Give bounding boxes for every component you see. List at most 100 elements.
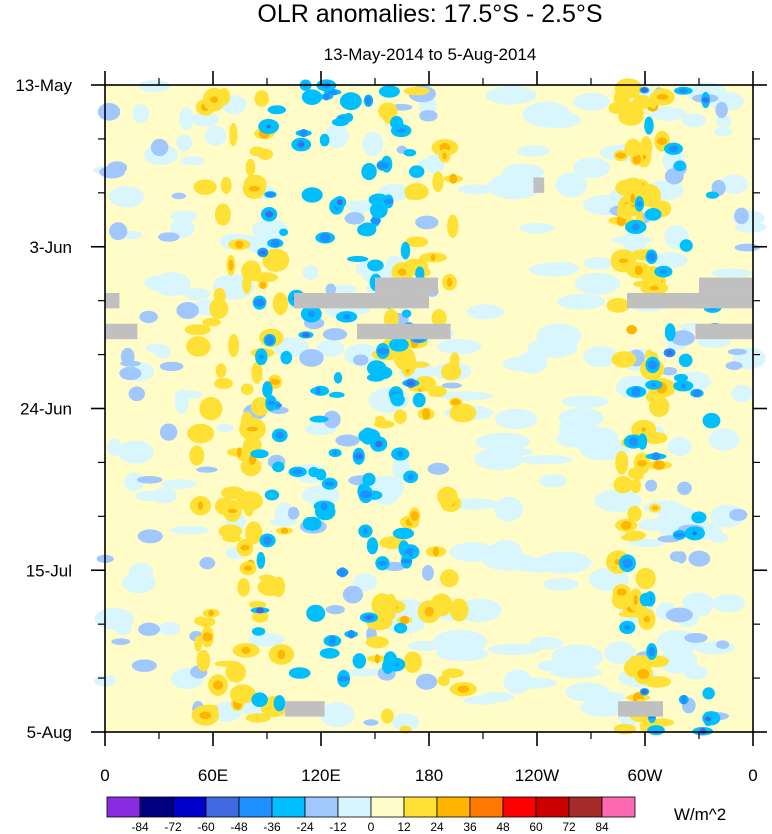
contour-blob xyxy=(522,101,571,128)
contour-blob xyxy=(637,433,648,450)
contour-blob xyxy=(422,408,431,420)
contour-blob xyxy=(319,702,355,728)
contour-blob xyxy=(487,173,542,200)
contour-blob xyxy=(323,410,341,429)
contour-blob xyxy=(362,472,376,486)
contour-blob xyxy=(245,158,256,177)
contour-blob xyxy=(332,284,357,294)
contour-blob xyxy=(388,338,409,352)
contour-blob xyxy=(227,508,238,513)
contour-blob xyxy=(251,627,266,636)
contour-blob xyxy=(241,260,262,282)
y-tick-label: 13-May xyxy=(15,76,72,95)
contour-blob xyxy=(196,649,211,672)
contour-blob xyxy=(715,115,732,128)
contour-blob xyxy=(159,361,184,372)
colorbar-swatch xyxy=(370,796,405,818)
contour-blob xyxy=(170,218,195,239)
contour-blob xyxy=(437,338,482,355)
contour-blob xyxy=(272,292,289,316)
contour-blob xyxy=(319,647,340,659)
contour-blob xyxy=(299,348,324,367)
contour-blob xyxy=(427,385,447,398)
contour-blob xyxy=(638,518,668,531)
contour-blob xyxy=(213,680,224,690)
contour-blob xyxy=(245,713,271,723)
contour-blob xyxy=(199,711,212,720)
missing-data-box xyxy=(618,701,663,717)
contour-blob xyxy=(503,669,533,694)
contour-blob xyxy=(266,400,276,406)
contour-blob xyxy=(702,687,715,700)
contour-blob xyxy=(389,115,404,130)
contour-blob xyxy=(651,505,659,511)
contour-blob xyxy=(342,585,364,604)
contour-blob xyxy=(332,450,338,456)
contour-blob xyxy=(323,92,330,101)
contour-blob xyxy=(331,118,349,127)
contour-blob xyxy=(449,403,477,423)
contour-blob xyxy=(400,559,413,564)
contour-blob xyxy=(191,111,219,127)
contour-blob xyxy=(614,482,636,492)
contour-blob xyxy=(623,177,643,192)
contour-blob xyxy=(639,592,652,607)
contour-blob xyxy=(307,310,315,318)
contour-blob xyxy=(611,351,637,368)
contour-blob xyxy=(338,675,350,682)
contour-blob xyxy=(647,252,656,262)
contour-blob xyxy=(417,159,434,169)
contour-blob xyxy=(329,391,345,398)
contour-blob xyxy=(641,427,647,432)
colorbar-swatch xyxy=(568,796,603,818)
contour-blob xyxy=(688,550,711,567)
contour-blob xyxy=(256,551,266,569)
contour-blob xyxy=(729,508,748,521)
contour-blob xyxy=(393,409,407,424)
contour-blob xyxy=(475,432,531,452)
contour-blob xyxy=(401,309,412,318)
contour-blob xyxy=(404,236,429,248)
contour-blob xyxy=(665,506,699,530)
contour-blob xyxy=(365,636,389,649)
contour-blob xyxy=(645,479,658,492)
contour-blob xyxy=(630,478,641,494)
contour-blob xyxy=(241,646,251,655)
colorbar-label: 72 xyxy=(562,820,576,834)
contour-blob xyxy=(624,138,642,157)
contour-blob xyxy=(558,407,604,429)
contour-blob xyxy=(640,87,648,93)
colorbar-swatch xyxy=(535,796,570,818)
contour-blob xyxy=(529,636,563,650)
contour-blob xyxy=(376,441,382,447)
contour-blob xyxy=(633,280,650,288)
missing-data-box xyxy=(533,177,545,193)
contour-blob xyxy=(622,558,633,569)
contour-blob xyxy=(390,393,405,407)
contour-blob xyxy=(666,350,673,356)
contour-blob xyxy=(99,165,125,179)
contour-blob xyxy=(324,481,335,486)
contour-blob xyxy=(621,520,632,530)
contour-blob xyxy=(269,378,281,385)
contour-blob xyxy=(280,350,293,365)
colorbar-label: 48 xyxy=(496,820,510,834)
contour-blob xyxy=(669,438,689,455)
contour-blob xyxy=(353,573,378,591)
contour-blob xyxy=(713,127,733,137)
contour-blob xyxy=(136,475,163,484)
contour-blob xyxy=(668,145,679,153)
contour-blob xyxy=(615,450,629,475)
contour-blob xyxy=(419,110,438,122)
contour-blob xyxy=(124,472,145,492)
contour-blob xyxy=(377,561,388,566)
contour-blob xyxy=(187,423,215,444)
missing-data-box xyxy=(105,292,120,309)
contour-blob xyxy=(270,239,280,248)
contour-blob xyxy=(265,192,276,197)
contour-blob xyxy=(359,490,372,499)
contour-blob xyxy=(649,285,659,291)
contour-blob xyxy=(240,383,254,395)
contour-blob xyxy=(555,172,588,198)
contour-blob xyxy=(681,113,707,128)
